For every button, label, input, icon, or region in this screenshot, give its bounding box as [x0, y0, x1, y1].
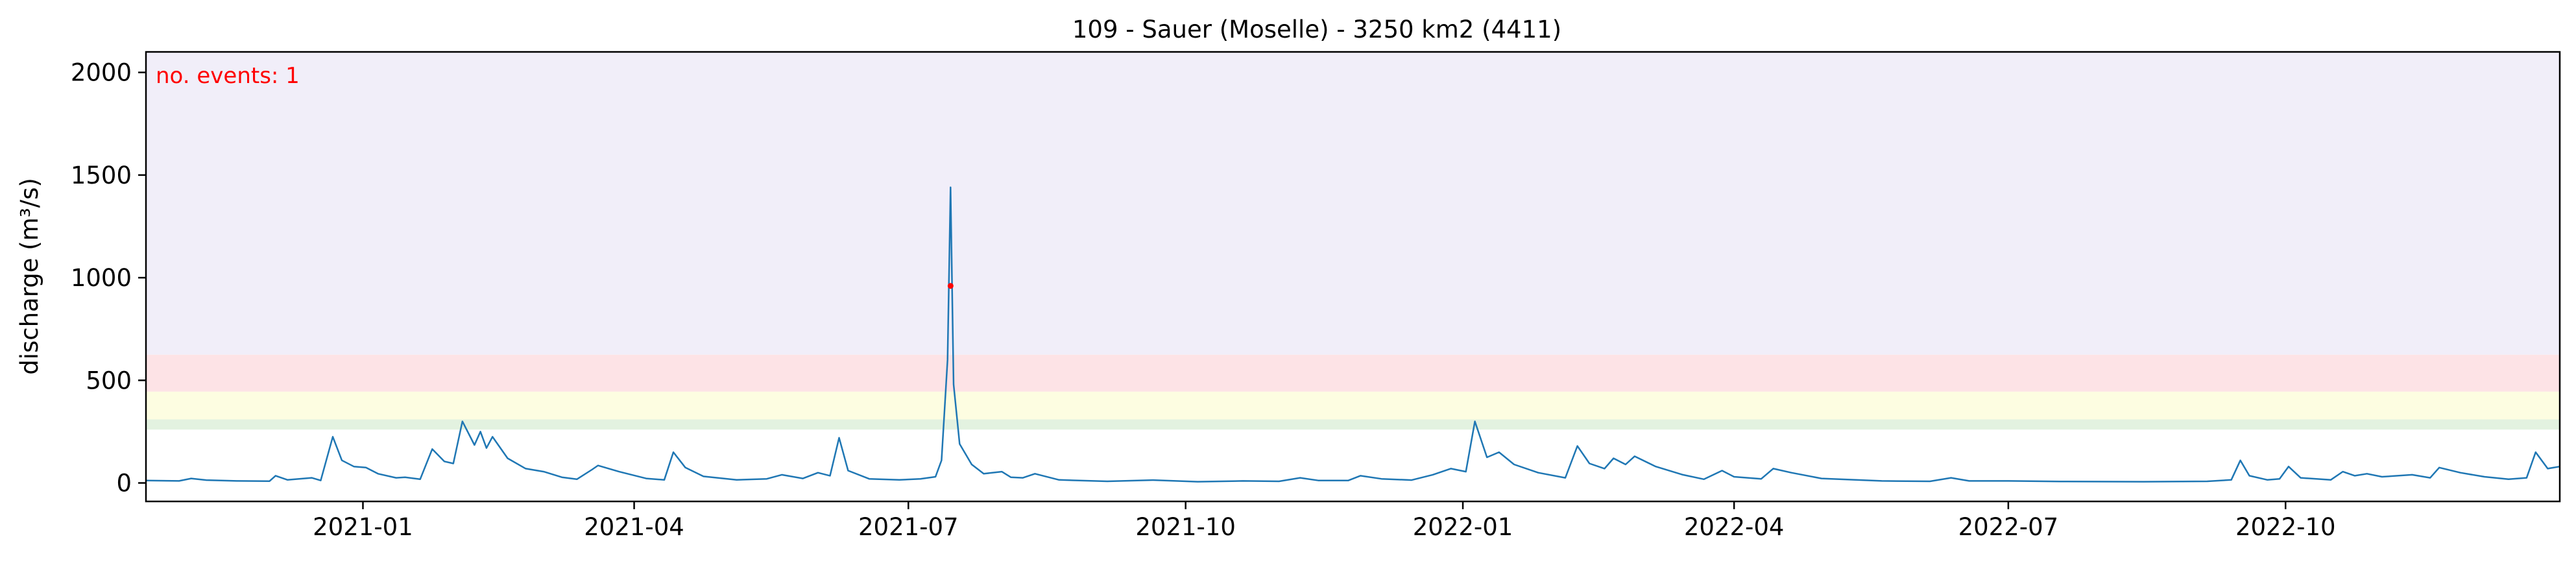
y-tick-label: 500	[86, 367, 132, 394]
x-tick-label: 2022-10	[2235, 513, 2336, 541]
threshold-band-2	[146, 391, 2560, 420]
threshold-band-3	[146, 354, 2560, 392]
x-tick-label: 2021-10	[1135, 513, 1236, 541]
y-tick-label: 0	[116, 470, 132, 498]
x-tick-label: 2022-04	[1684, 513, 1785, 541]
event-layer	[947, 283, 954, 289]
threshold-band-4	[146, 52, 2560, 355]
x-tick-label: 2021-01	[313, 513, 413, 541]
discharge-series-line	[145, 186, 2560, 483]
x-axis: 2021-01 2021-04 2021-07 2021-10 2022-01 2022-…	[313, 501, 2336, 541]
y-axis-label: discharge (m³/s)	[16, 178, 43, 375]
series-layer	[145, 186, 2560, 483]
x-tick-label: 2022-07	[1958, 513, 2059, 541]
y-tick-label: 2000	[71, 59, 132, 87]
x-tick-label: 2021-04	[584, 513, 684, 541]
x-tick-label: 2021-07	[858, 513, 959, 541]
event-marker	[947, 283, 954, 289]
y-tick-label: 1500	[71, 162, 132, 189]
threshold-band-1	[146, 419, 2560, 430]
plot-frame	[145, 51, 2561, 503]
y-axis: 0 500 1000 1500 2000	[71, 59, 146, 498]
events-count-annotation: no. events: 1	[156, 63, 300, 89]
y-tick-label: 1000	[71, 264, 132, 292]
threshold-bands	[146, 52, 2560, 430]
chart-title: 109 - Sauer (Moselle) - 3250 km2 (4411)	[1072, 16, 1561, 43]
x-tick-label: 2022-01	[1413, 513, 1513, 541]
